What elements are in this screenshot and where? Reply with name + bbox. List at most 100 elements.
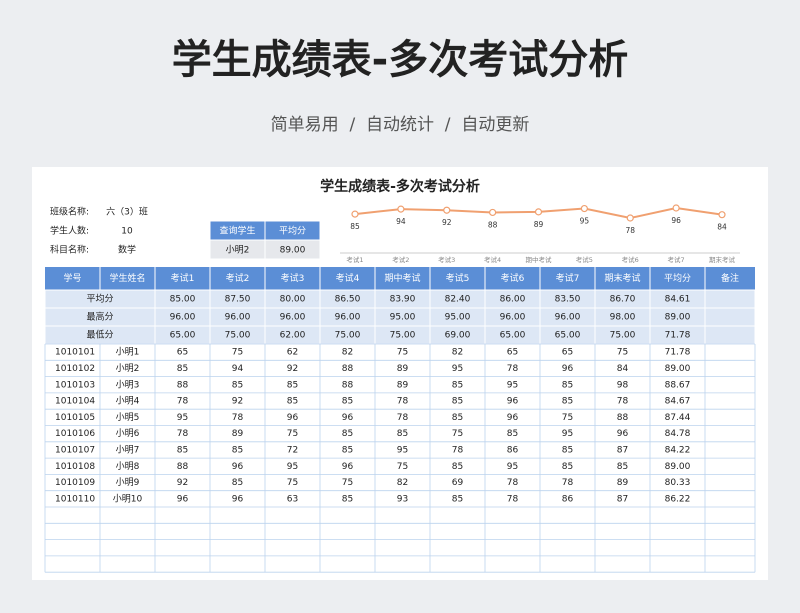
chart-category: 考试5 xyxy=(576,255,593,264)
cell-text: 85 xyxy=(397,429,408,439)
cell-text: 92 xyxy=(232,397,243,407)
cell-text: 95 xyxy=(507,462,518,472)
cell-text: 小明2 xyxy=(116,363,140,374)
cell-text: 78 xyxy=(232,413,244,423)
cell-text: 75.00 xyxy=(225,331,251,341)
cell-text: 96 xyxy=(232,494,244,504)
cell-text: 88 xyxy=(342,364,354,374)
info-value: 10 xyxy=(121,227,133,237)
cell-text: 75 xyxy=(232,348,243,358)
cell-text: 85 xyxy=(562,462,573,472)
sheet-title: 学生成绩表-多次考试分析 xyxy=(320,178,480,195)
cell-text: 87.50 xyxy=(225,295,251,305)
cell-text: 75.00 xyxy=(610,331,636,341)
page-title: 学生成绩表-多次考试分析 xyxy=(172,37,629,83)
cell-text: 82 xyxy=(342,348,353,358)
cell-text: 65.00 xyxy=(170,331,196,341)
cell-text: 96.00 xyxy=(335,313,361,323)
cell-text: 86.00 xyxy=(500,295,526,305)
header-cell: 考试7 xyxy=(556,272,580,284)
cell-text: 85.00 xyxy=(170,295,196,305)
cell-text: 80.33 xyxy=(665,478,691,488)
cell-text: 71.78 xyxy=(665,331,691,341)
cell-text: 96 xyxy=(342,413,354,423)
cell-text: 1010105 xyxy=(55,413,95,423)
cell-text: 96.00 xyxy=(225,313,251,323)
cell-text: 78 xyxy=(397,413,409,423)
cell-text: 96 xyxy=(342,462,354,472)
cell-text: 80.00 xyxy=(280,295,306,305)
cell-text: 85 xyxy=(617,462,628,472)
cell-text: 85 xyxy=(342,494,353,504)
cell-text: 86.22 xyxy=(665,494,691,504)
cell-text: 85 xyxy=(562,445,573,455)
cell-text: 84.61 xyxy=(665,295,691,305)
cell-text: 1010101 xyxy=(55,348,95,358)
cell-text: 96.00 xyxy=(280,313,306,323)
cell-text: 小明4 xyxy=(116,396,140,407)
cell-text: 75 xyxy=(397,348,408,358)
chart-category: 期中考试 xyxy=(526,255,553,264)
cell-text: 87 xyxy=(617,494,628,504)
cell-text: 75 xyxy=(287,478,298,488)
cell-text: 96 xyxy=(507,413,519,423)
chart-point xyxy=(489,208,497,217)
cell-text: 78 xyxy=(507,364,519,374)
cell-text: 小明8 xyxy=(116,461,140,472)
cell-text: 78 xyxy=(507,478,519,488)
cell-text: 75 xyxy=(452,429,463,439)
page-subtitle: 简单易用 / 自动统计 / 自动更新 xyxy=(271,115,530,135)
cell-text: 83.90 xyxy=(390,295,416,305)
chart-point xyxy=(397,205,405,213)
cell-text: 85 xyxy=(287,380,298,390)
cell-text: 84.78 xyxy=(665,429,691,439)
cell-text: 78 xyxy=(562,478,574,488)
info-value: 六（3）班 xyxy=(106,206,148,218)
chart-value-label: 89 xyxy=(534,220,544,229)
chart-value-label: 78 xyxy=(625,226,635,235)
cell-text: 98 xyxy=(617,380,629,390)
chart-point xyxy=(718,211,726,219)
cell-text: 75 xyxy=(562,413,573,423)
cell-text: 1010108 xyxy=(55,462,95,472)
cell-text: 83.50 xyxy=(555,295,581,305)
header-cell: 学生姓名 xyxy=(109,272,145,284)
cell-text: 85 xyxy=(562,397,573,407)
chart-point xyxy=(534,208,543,216)
cell-text: 85 xyxy=(232,380,243,390)
cell-text: 89 xyxy=(617,478,629,488)
info-label: 学生人数: xyxy=(50,225,89,237)
cell-text: 89.00 xyxy=(665,313,691,323)
header-cell: 考试6 xyxy=(501,272,525,284)
cell-text: 最低分 xyxy=(86,329,113,341)
header-row xyxy=(45,267,755,290)
cell-text: 98.00 xyxy=(610,313,636,323)
cell-text: 88.67 xyxy=(665,380,691,390)
cell-text: 72 xyxy=(287,445,298,455)
chart-category: 考试2 xyxy=(392,255,409,264)
cell-text: 85 xyxy=(342,429,353,439)
query-value: 小明2 xyxy=(226,245,250,256)
query-cell xyxy=(264,239,321,260)
cell-text: 96 xyxy=(232,462,244,472)
cell-text: 85 xyxy=(452,380,463,390)
cell-text: 95 xyxy=(177,413,188,423)
cell-text: 1010104 xyxy=(55,397,95,407)
cell-text: 85 xyxy=(232,445,243,455)
cell-text: 85 xyxy=(232,478,243,488)
cell-text: 71.78 xyxy=(665,348,691,358)
chart-value-label: 94 xyxy=(396,217,406,226)
cell-text: 78 xyxy=(397,397,409,407)
cell-text: 94 xyxy=(232,364,244,374)
chart-category: 考试6 xyxy=(622,255,639,264)
cell-text: 89.00 xyxy=(665,462,691,472)
cell-text: 78 xyxy=(617,397,629,407)
chart-value-label: 84 xyxy=(717,223,727,232)
cell-text: 75 xyxy=(397,462,408,472)
cell-text: 86.70 xyxy=(610,295,636,305)
cell-text: 1010103 xyxy=(55,380,95,390)
cell-text: 78 xyxy=(177,397,189,407)
chart-category: 考试4 xyxy=(484,255,501,264)
cell-text: 1010110 xyxy=(55,494,95,504)
cell-text: 69.00 xyxy=(445,331,471,341)
